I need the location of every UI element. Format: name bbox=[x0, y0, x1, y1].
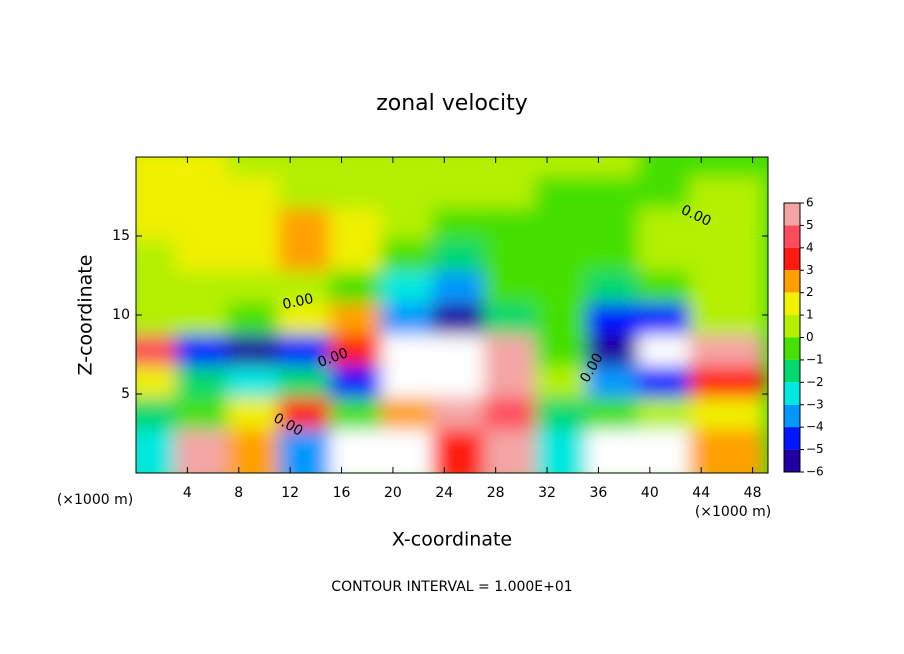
x-unit-label: (×1000 m) bbox=[695, 504, 771, 520]
x-tick-label: 48 bbox=[744, 485, 762, 501]
colorbar-tick-label: 6 bbox=[806, 196, 814, 210]
colorbar-swatch bbox=[784, 292, 800, 316]
x-axis-label: X-coordinate bbox=[392, 529, 512, 551]
x-tick-label: 12 bbox=[281, 485, 299, 501]
colorbar-swatch bbox=[784, 337, 800, 360]
x-tick-label: 40 bbox=[641, 485, 659, 501]
y-tick-label: 15 bbox=[112, 228, 130, 244]
colorbar-swatch bbox=[784, 203, 800, 226]
x-tick-label: 16 bbox=[333, 485, 351, 501]
colorbar-swatch bbox=[784, 427, 800, 450]
x-tick-label: 20 bbox=[384, 485, 402, 501]
x-unit-label: (×1000 m) bbox=[57, 492, 133, 508]
colorbar-tick-label: −6 bbox=[806, 465, 824, 479]
colorbar-swatch bbox=[784, 225, 800, 248]
x-tick-label: 32 bbox=[538, 485, 556, 501]
colorbar-tick-label: −5 bbox=[806, 442, 824, 456]
colorbar-swatch bbox=[784, 359, 800, 383]
chart-title: zonal velocity bbox=[376, 91, 528, 116]
footnote: CONTOUR INTERVAL = 1.000E+01 bbox=[331, 579, 572, 595]
colorbar-tick-label: 5 bbox=[806, 218, 814, 232]
x-tick-label: 44 bbox=[692, 485, 710, 501]
colorbar-tick-label: 4 bbox=[806, 240, 814, 254]
colorbar-tick-label: −1 bbox=[806, 352, 824, 366]
field bbox=[136, 157, 768, 473]
colorbar-tick-label: 3 bbox=[806, 263, 814, 277]
cells bbox=[136, 157, 765, 473]
colorbar-swatch bbox=[784, 404, 800, 428]
colorbar-tick-label: −3 bbox=[806, 397, 824, 411]
colorbar-tick-label: 0 bbox=[806, 330, 814, 344]
field-cell bbox=[689, 429, 765, 473]
colorbar-swatch bbox=[784, 449, 800, 472]
x-tick-label: 24 bbox=[435, 485, 453, 501]
contour-label: 0.00 bbox=[281, 291, 315, 313]
colorbar-swatch bbox=[784, 315, 800, 338]
x-tick-label: 8 bbox=[234, 485, 243, 501]
colorbar-swatch bbox=[784, 270, 800, 293]
y-tick-label: 5 bbox=[121, 386, 130, 402]
y-tick-label: 10 bbox=[112, 307, 130, 323]
x-tick-label: 4 bbox=[183, 485, 192, 501]
x-tick-label: 28 bbox=[487, 485, 505, 501]
y-axis-label: Z-coordinate bbox=[75, 255, 97, 376]
colorbar-tick-label: 2 bbox=[806, 285, 814, 299]
colorbar-tick-label: 1 bbox=[806, 308, 814, 322]
colorbar-swatch bbox=[784, 247, 800, 271]
colorbar-tick-label: −2 bbox=[806, 375, 824, 389]
x-tick-label: 36 bbox=[590, 485, 608, 501]
colorbar-tick-label: −4 bbox=[806, 420, 824, 434]
colorbar-swatch bbox=[784, 382, 800, 405]
